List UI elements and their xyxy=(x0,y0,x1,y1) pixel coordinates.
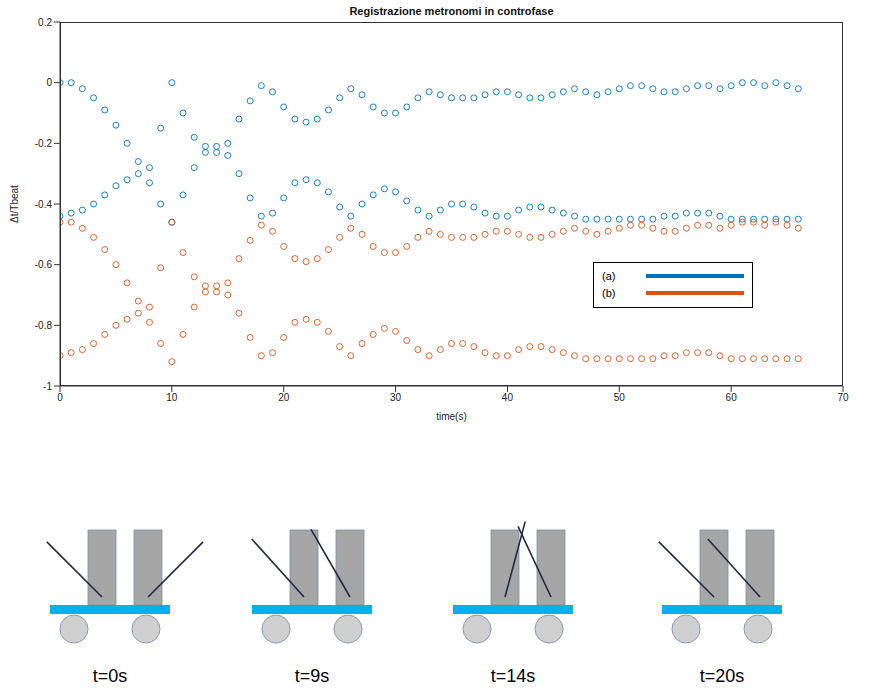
svg-text:t=9s: t=9s xyxy=(295,666,330,686)
svg-text:-0.6: -0.6 xyxy=(35,259,53,270)
svg-text:t=0s: t=0s xyxy=(93,666,128,686)
svg-text:0.2: 0.2 xyxy=(38,17,52,28)
svg-text:0: 0 xyxy=(57,392,63,403)
svg-text:0: 0 xyxy=(46,77,52,88)
html-text:Registrazione metronomi in con: Registrazione metronomi in controfase xyxy=(349,5,554,17)
svg-text:t=20s: t=20s xyxy=(700,666,745,686)
svg-text:30: 30 xyxy=(390,392,402,403)
svg-text:-0.2: -0.2 xyxy=(35,138,53,149)
svg-text:t=14s: t=14s xyxy=(491,666,536,686)
svg-text:40: 40 xyxy=(502,392,514,403)
svg-text:20: 20 xyxy=(278,392,290,403)
html-text:(b): (b) xyxy=(602,286,616,299)
svg-text:Δt/Tbeat: Δt/Tbeat xyxy=(9,185,20,223)
svg-text:-0.4: -0.4 xyxy=(35,199,53,210)
svg-text:-0.8: -0.8 xyxy=(35,320,53,331)
svg-text:50: 50 xyxy=(614,392,626,403)
html-text:(a): (a) xyxy=(602,269,616,282)
svg-text:10: 10 xyxy=(166,392,178,403)
svg-text:-1: -1 xyxy=(43,381,52,392)
svg-text:70: 70 xyxy=(837,392,849,403)
svg-text:time(s): time(s) xyxy=(436,411,467,422)
svg-text:60: 60 xyxy=(726,392,738,403)
